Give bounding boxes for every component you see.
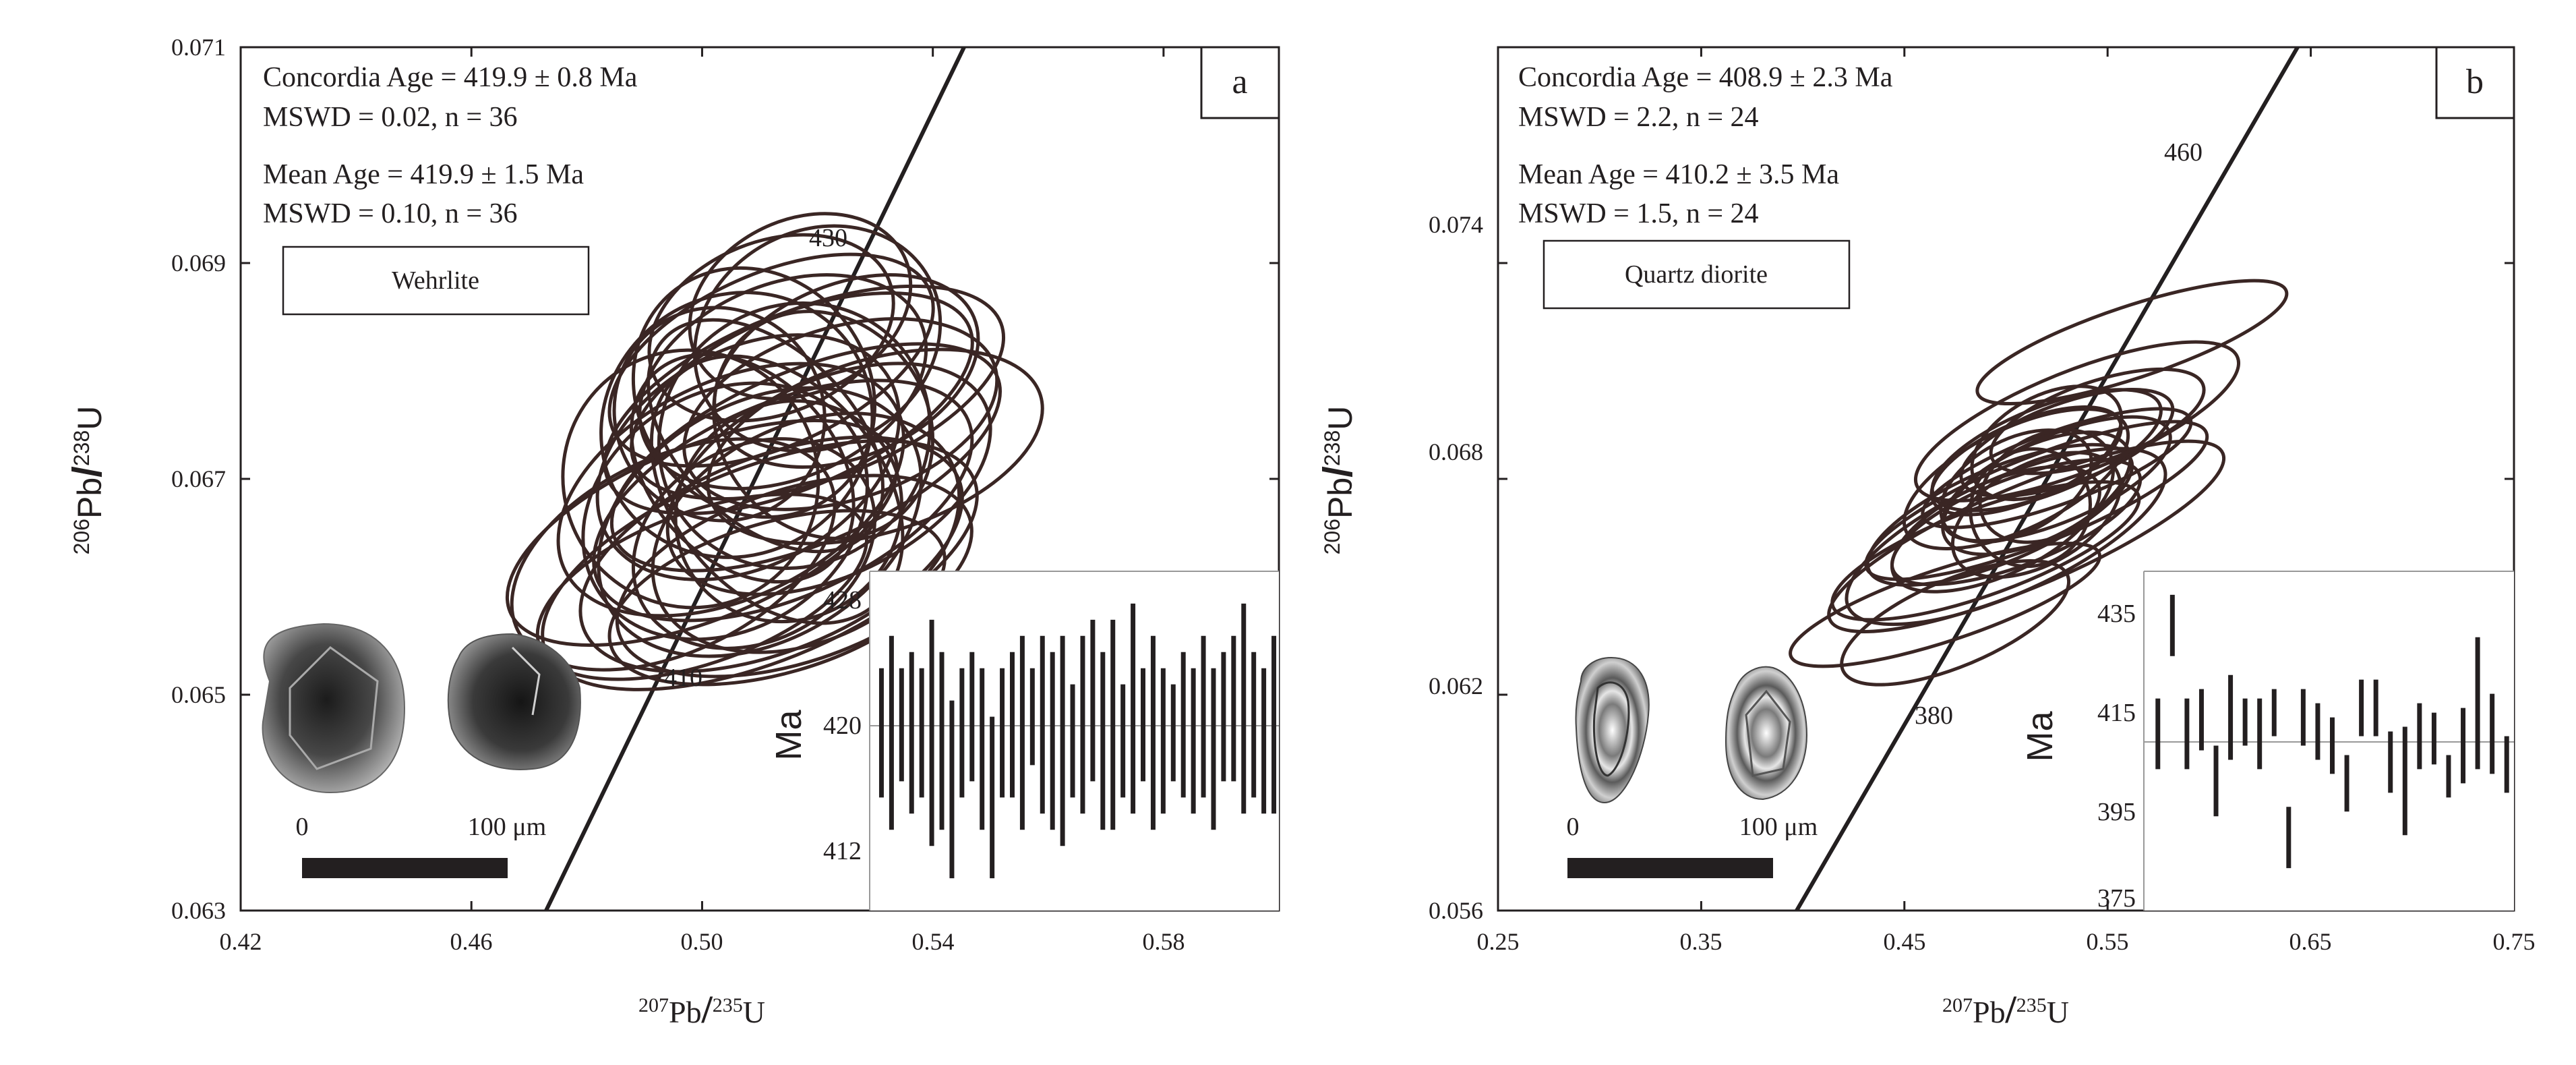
inset-y-tick-label: 420 [823, 712, 862, 740]
zircon-grain-image [1725, 666, 1808, 801]
inset-y-tick-label: 435 [2097, 600, 2136, 628]
error-ellipse [1890, 465, 2101, 594]
scale-bar [302, 858, 508, 878]
inset-y-label: Ma [769, 710, 809, 761]
inset-y-tick-label: 395 [2097, 798, 2136, 826]
error-ellipse [1913, 340, 2241, 502]
error-ellipse [713, 273, 980, 469]
scale-bar-end-label: 100 μm [468, 813, 546, 841]
rock-type-label-b: Quartz diorite [1625, 260, 1768, 289]
error-ellipse [578, 435, 964, 674]
stats-line-4: MSWD = 1.5, n = 24 [1518, 198, 1759, 229]
y-tick-label: 0.065 [171, 681, 226, 708]
y-tick-label: 0.063 [171, 897, 226, 924]
x-tick-label: 0.25 [1477, 928, 1520, 955]
scale-bar-end-label: 100 μm [1739, 813, 1818, 841]
error-ellipse [599, 291, 874, 559]
rock-type-box-b [1542, 239, 1851, 310]
error-ellipse [1975, 279, 2289, 406]
panel-b: 0.056 0.062 0.068 0.074 0.25 0.35 0.45 0… [1315, 46, 2536, 1031]
inset-y-tick-label: 428 [823, 586, 862, 614]
x-axis-label-a: 207Pb/235U [638, 987, 765, 1031]
inset-y-tick-label: 415 [2097, 699, 2136, 727]
zircon-grain-image [1575, 656, 1650, 804]
error-ellipse [688, 212, 913, 401]
inset-y-tick-label: 412 [823, 837, 862, 865]
scale-bar [1567, 858, 1773, 878]
x-tick-label: 0.75 [2493, 928, 2536, 955]
mean-age-inset-a: 428 420 412 Ma [769, 571, 1279, 911]
stats-line-2: MSWD = 0.02, n = 36 [263, 102, 518, 133]
y-tick-label: 0.068 [1429, 438, 1483, 465]
panel-label-box-a [1200, 46, 1280, 119]
error-ellipse [682, 317, 999, 511]
stats-line-4: MSWD = 0.10, n = 36 [263, 198, 518, 229]
error-ellipse [1978, 428, 2116, 544]
error-ellipse [612, 306, 827, 523]
stats-line-2: MSWD = 2.2, n = 24 [1518, 102, 1759, 133]
stats-line-1: Concordia Age = 408.9 ± 2.3 Ma [1518, 62, 1893, 93]
concordia-age-label: 380 [1915, 701, 1953, 730]
panel-a: 0.063 0.065 0.067 0.069 0.071 0.42 0.46 … [65, 34, 1280, 1031]
panel-label-a: a [1232, 63, 1247, 101]
zircon-grain-image [447, 633, 581, 770]
x-tick-label: 0.54 [912, 928, 955, 955]
x-tick-label: 0.46 [450, 928, 493, 955]
panel-label-box-b [2435, 46, 2515, 119]
scale-bar-start-label: 0 [1567, 813, 1580, 841]
x-tick-labels-a: 0.42 0.46 0.50 0.54 0.58 [220, 928, 1185, 955]
x-tick-label: 0.58 [1143, 928, 1185, 955]
x-tick-label: 0.35 [1680, 928, 1723, 955]
error-ellipse [581, 381, 869, 641]
inset-error-bars-a [878, 603, 1277, 879]
scale-bar-start-label: 0 [296, 813, 309, 841]
inset-error-bars-b [2155, 594, 2509, 869]
x-tick-labels-b: 0.25 0.35 0.45 0.55 0.65 0.75 [1477, 928, 2536, 955]
concordia-curve-a [544, 47, 966, 911]
error-ellipse [1789, 541, 2102, 668]
error-ellipse [631, 437, 876, 650]
error-ellipse [607, 252, 935, 468]
rock-type-label-a: Wehrlite [392, 266, 479, 295]
x-tick-label: 0.55 [2087, 928, 2129, 955]
stats-line-3: Mean Age = 410.2 ± 3.5 Ma [1518, 159, 1839, 190]
error-ellipse [673, 399, 903, 624]
rock-type-box-a [282, 246, 590, 316]
y-tick-label: 0.062 [1429, 672, 1483, 699]
x-tick-label: 0.50 [681, 928, 723, 955]
error-ellipse [657, 301, 932, 571]
stats-line-1: Concordia Age = 419.9 ± 0.8 Ma [263, 62, 638, 93]
inset-y-tick-label: 375 [2097, 884, 2136, 913]
x-tick-label: 0.45 [1884, 928, 1926, 955]
error-ellipse [706, 347, 1044, 546]
y-tick-label: 0.056 [1429, 897, 1483, 924]
x-tick-label: 0.42 [220, 928, 262, 955]
error-ellipse [561, 348, 820, 610]
zircon-grain-image [262, 623, 406, 794]
y-axis-label-b: 206Pb/238U [1315, 406, 1360, 555]
concordia-curve-b [1795, 47, 2300, 911]
error-ellipse [1959, 387, 2175, 498]
concordia-age-label: 460 [2164, 138, 2203, 167]
y-tick-label: 0.074 [1429, 211, 1483, 238]
y-tick-labels-a: 0.063 0.065 0.067 0.069 0.071 [171, 34, 226, 924]
concordia-age-label: 430 [809, 224, 847, 252]
error-ellipse [638, 273, 928, 490]
y-tick-labels-b: 0.056 0.062 0.068 0.074 [1429, 211, 1483, 924]
error-ellipse [1890, 457, 2143, 587]
y-axis-label-a: 206Pb/238U [65, 406, 110, 555]
inset-y-label: Ma [2020, 711, 2060, 762]
error-ellipses-b [1789, 279, 2289, 687]
concordia-age-label: 410 [664, 664, 702, 692]
mean-age-inset-b: 435 415 395 375 Ma [2020, 571, 2514, 913]
panel-label-b: b [2466, 63, 2484, 101]
y-tick-label: 0.071 [171, 34, 226, 61]
y-tick-label: 0.067 [171, 465, 226, 492]
x-axis-label-b: 207Pb/235U [1942, 987, 2069, 1031]
stats-line-3: Mean Age = 419.9 ± 1.5 Ma [263, 159, 584, 190]
y-tick-label: 0.069 [171, 250, 226, 277]
x-tick-label: 0.65 [2289, 928, 2332, 955]
